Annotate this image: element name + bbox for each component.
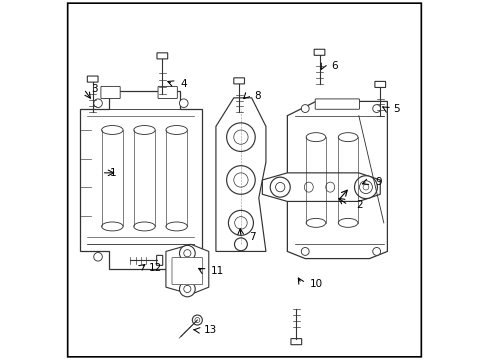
Circle shape <box>183 249 190 257</box>
Circle shape <box>94 99 102 108</box>
Circle shape <box>372 105 380 112</box>
Text: 9: 9 <box>375 177 382 187</box>
Ellipse shape <box>338 133 357 141</box>
Ellipse shape <box>134 222 155 231</box>
Circle shape <box>372 248 380 255</box>
Circle shape <box>179 246 195 261</box>
Circle shape <box>179 281 195 297</box>
Circle shape <box>179 99 188 108</box>
Circle shape <box>234 238 247 251</box>
Circle shape <box>228 210 253 235</box>
Polygon shape <box>216 98 265 251</box>
Text: 6: 6 <box>330 61 337 71</box>
Ellipse shape <box>338 219 357 227</box>
FancyBboxPatch shape <box>233 78 244 84</box>
Polygon shape <box>165 244 208 294</box>
Ellipse shape <box>102 222 123 231</box>
Ellipse shape <box>304 182 313 192</box>
Text: 7: 7 <box>248 232 255 242</box>
FancyBboxPatch shape <box>374 81 385 87</box>
Circle shape <box>94 252 102 261</box>
FancyBboxPatch shape <box>87 76 98 82</box>
Circle shape <box>354 176 377 199</box>
Polygon shape <box>287 102 386 258</box>
Circle shape <box>183 285 190 293</box>
Text: 8: 8 <box>254 91 260 101</box>
Circle shape <box>226 166 255 194</box>
Circle shape <box>226 123 255 152</box>
Circle shape <box>192 315 202 325</box>
Ellipse shape <box>305 219 325 227</box>
FancyBboxPatch shape <box>172 257 203 285</box>
Ellipse shape <box>305 133 325 141</box>
Ellipse shape <box>165 222 187 231</box>
Circle shape <box>194 318 200 323</box>
Ellipse shape <box>325 182 334 192</box>
Circle shape <box>233 173 247 187</box>
FancyBboxPatch shape <box>290 339 301 345</box>
Circle shape <box>301 105 308 112</box>
Circle shape <box>270 177 290 197</box>
Text: 10: 10 <box>309 279 322 289</box>
FancyBboxPatch shape <box>315 99 359 109</box>
FancyBboxPatch shape <box>313 49 324 55</box>
Text: 3: 3 <box>91 84 98 94</box>
Text: 1: 1 <box>109 168 116 178</box>
FancyBboxPatch shape <box>158 86 177 99</box>
Circle shape <box>179 252 188 261</box>
Circle shape <box>359 181 372 194</box>
Ellipse shape <box>134 126 155 134</box>
Text: 13: 13 <box>203 325 217 335</box>
Polygon shape <box>262 173 380 202</box>
FancyBboxPatch shape <box>157 53 167 59</box>
Text: 4: 4 <box>181 78 187 89</box>
Text: 5: 5 <box>393 104 399 113</box>
Circle shape <box>275 183 285 192</box>
Polygon shape <box>80 91 201 269</box>
Ellipse shape <box>102 126 123 134</box>
FancyBboxPatch shape <box>156 255 163 265</box>
Circle shape <box>301 248 308 255</box>
Ellipse shape <box>165 126 187 134</box>
Text: 12: 12 <box>148 262 162 273</box>
Circle shape <box>363 184 368 190</box>
Text: 11: 11 <box>211 266 224 276</box>
Text: 2: 2 <box>355 200 362 210</box>
FancyBboxPatch shape <box>101 86 120 99</box>
Circle shape <box>233 130 247 144</box>
Circle shape <box>234 217 246 229</box>
